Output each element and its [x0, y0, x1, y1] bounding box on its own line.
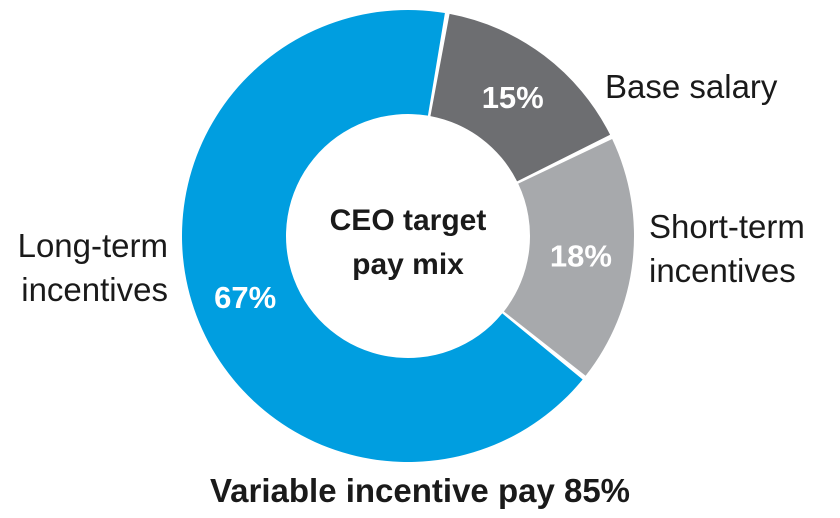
chart-footer: Variable incentive pay 85%	[209, 472, 631, 509]
center-title-line-2: pay mix	[352, 248, 464, 281]
slice-category-label-3-line-1: Long-term	[18, 227, 168, 264]
slice-value-label-3: 67%	[214, 280, 276, 315]
category-labels-group: Base salary Short-term incentives Long-term…	[18, 68, 805, 308]
slice-value-label-2: 18%	[550, 238, 612, 273]
slice-category-label-2-line-1: Short-term	[649, 208, 805, 245]
slices-group	[182, 10, 634, 462]
slice-category-label-3-line-2: incentives	[21, 271, 168, 308]
slice-3	[182, 10, 583, 462]
value-labels-group: 15% 18% 67%	[214, 80, 612, 315]
center-title-line-1: CEO target	[330, 204, 487, 237]
slice-value-label-1: 15%	[482, 80, 544, 115]
slice-category-label-1-line-1: Base salary	[605, 68, 778, 105]
slice-1	[430, 13, 611, 182]
slice-2	[503, 139, 634, 376]
slice-category-label-2-line-2: incentives	[649, 252, 796, 289]
